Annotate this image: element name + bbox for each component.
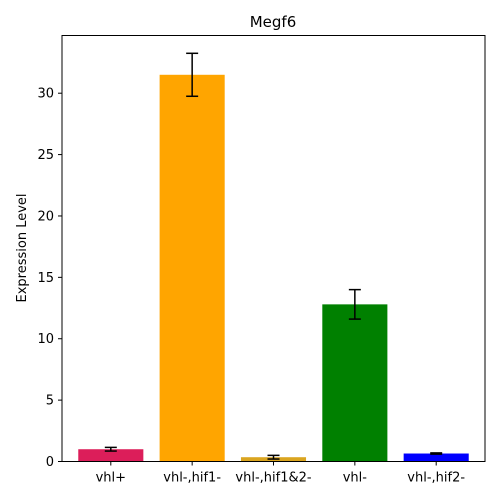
error-bar [104,446,117,452]
bar [159,74,225,462]
plot-frame [61,35,486,462]
bar [322,304,388,462]
x-tick-label: vhl+ [96,471,126,486]
y-tick-label: 10 [37,332,54,347]
error-bar [267,454,280,460]
y-tick-label: 15 [37,271,54,286]
error-bars-layer [104,52,443,460]
error-bar [186,52,199,98]
y-tick-label: 30 [37,87,54,102]
x-tick-label: vhl-,hif1- [163,471,221,486]
x-tick-label: vhl- [343,471,368,486]
y-tick-label: 25 [37,148,54,163]
error-bar [430,452,443,455]
x-ticks-layer: vhl+ vhl-,hif1- vhl-,hif1&2- vhl-vhl-,hif2- [96,461,465,486]
y-tick-label: 20 [37,209,54,224]
bars-layer [78,74,469,462]
error-bar [348,288,361,320]
y-tick-label: 5 [46,394,54,409]
y-ticks-layer: 0 5 10 15 20 25 30 [37,87,62,470]
bar [403,453,469,462]
x-tick-label: vhl-,hif2- [407,471,465,486]
y-tick-label: 0 [46,455,54,470]
chart-title: Megf6 [250,13,297,31]
y-axis-label: Expression Level [15,193,30,302]
x-tick-label: vhl-,hif1&2- [235,471,311,486]
bar [78,449,144,462]
